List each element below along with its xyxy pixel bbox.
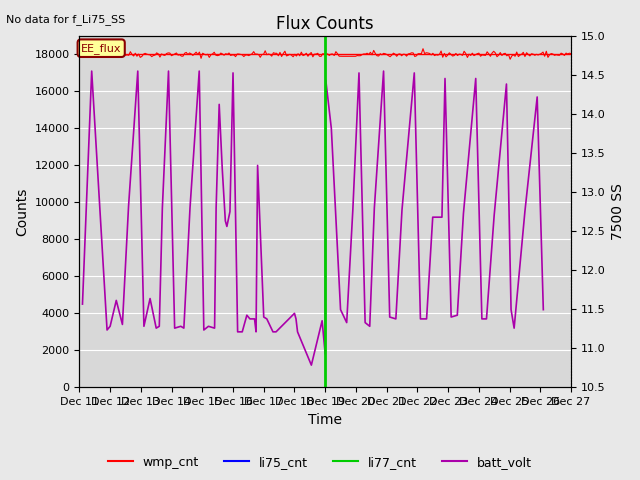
Legend: wmp_cnt, li75_cnt, li77_cnt, batt_volt: wmp_cnt, li75_cnt, li77_cnt, batt_volt bbox=[103, 451, 537, 474]
Y-axis label: Counts: Counts bbox=[15, 188, 29, 236]
X-axis label: Time: Time bbox=[308, 413, 342, 427]
Text: No data for f_Li75_SS: No data for f_Li75_SS bbox=[6, 14, 125, 25]
Title: Flux Counts: Flux Counts bbox=[276, 15, 374, 33]
Y-axis label: 7500 SS: 7500 SS bbox=[611, 183, 625, 240]
Text: EE_flux: EE_flux bbox=[81, 43, 122, 54]
